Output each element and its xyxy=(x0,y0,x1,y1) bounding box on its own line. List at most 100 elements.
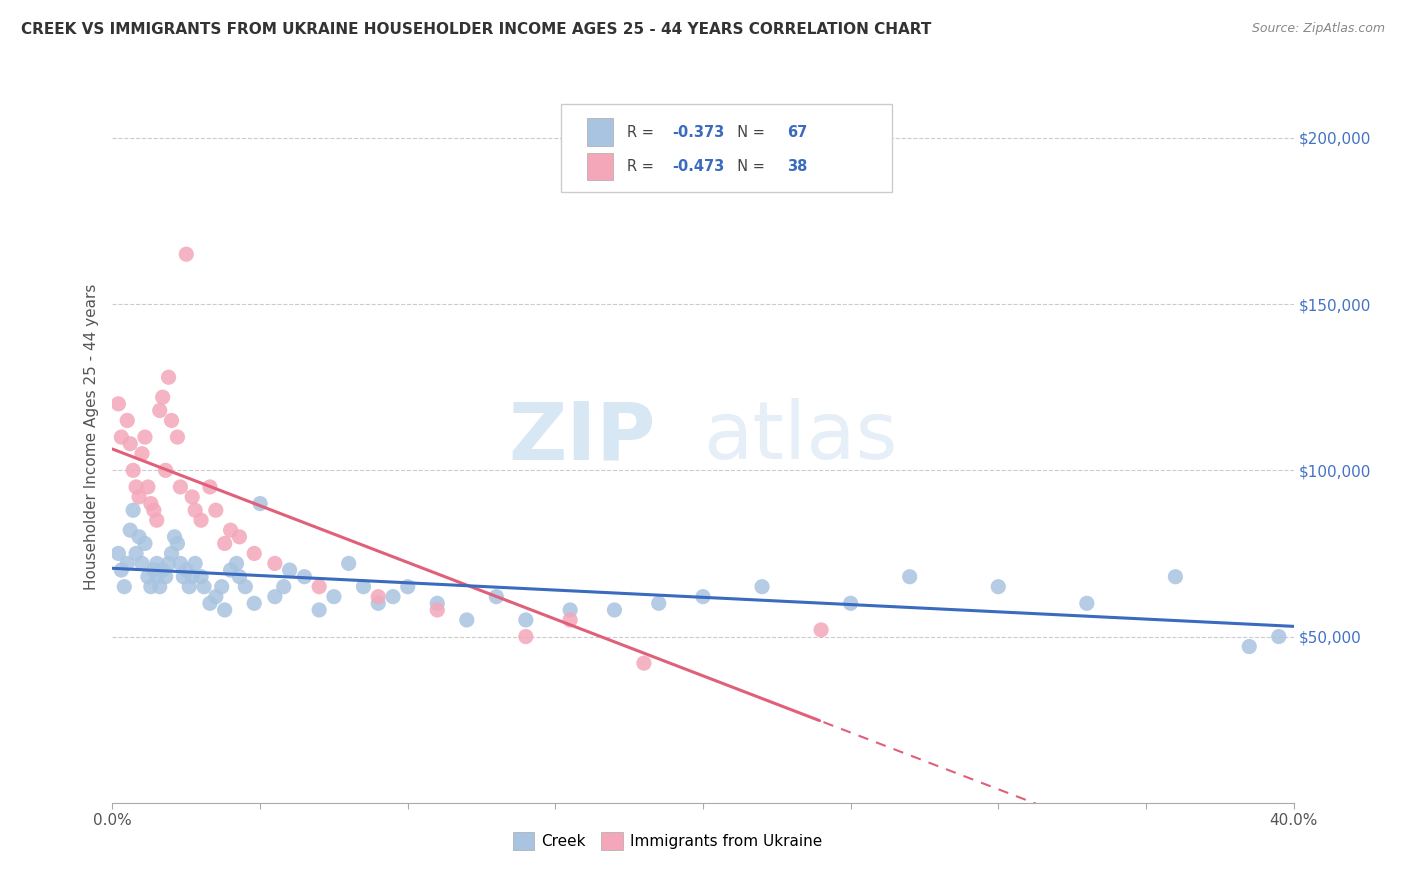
Point xyxy=(190,570,212,584)
Point xyxy=(184,557,207,571)
Point xyxy=(125,480,148,494)
Point xyxy=(426,603,449,617)
Text: Source: ZipAtlas.com: Source: ZipAtlas.com xyxy=(1251,22,1385,36)
Point xyxy=(120,523,142,537)
Point xyxy=(198,480,221,494)
Point xyxy=(249,497,271,511)
Point xyxy=(485,590,508,604)
Point xyxy=(169,557,191,571)
Point xyxy=(134,536,156,550)
Point xyxy=(163,530,186,544)
Point xyxy=(751,580,773,594)
Text: CREEK VS IMMIGRANTS FROM UKRAINE HOUSEHOLDER INCOME AGES 25 - 44 YEARS CORRELATI: CREEK VS IMMIGRANTS FROM UKRAINE HOUSEHO… xyxy=(21,22,931,37)
Point xyxy=(839,596,862,610)
Point xyxy=(166,536,188,550)
Point xyxy=(179,580,201,594)
Point xyxy=(149,580,172,594)
Point xyxy=(558,603,582,617)
Point xyxy=(128,490,150,504)
Point xyxy=(128,530,150,544)
Point xyxy=(157,557,180,571)
Point xyxy=(987,580,1010,594)
Point xyxy=(174,563,197,577)
Point xyxy=(172,570,194,584)
Point xyxy=(1164,570,1187,584)
Point xyxy=(149,403,172,417)
Text: R =: R = xyxy=(627,125,659,139)
Point xyxy=(603,603,626,617)
Point xyxy=(131,447,153,461)
Point xyxy=(112,580,135,594)
Point xyxy=(160,546,183,560)
Point xyxy=(264,590,287,604)
Point xyxy=(426,596,449,610)
Point xyxy=(1239,640,1261,654)
Point xyxy=(110,563,132,577)
Point xyxy=(107,546,129,560)
Point xyxy=(160,413,183,427)
Point xyxy=(243,546,266,560)
Point xyxy=(810,623,832,637)
Point xyxy=(367,590,389,604)
Point xyxy=(139,580,162,594)
Point xyxy=(396,580,419,594)
Point xyxy=(211,580,233,594)
Text: N =: N = xyxy=(728,159,769,174)
Point xyxy=(214,536,236,550)
Point xyxy=(198,596,221,610)
Point xyxy=(193,580,215,594)
Point xyxy=(155,463,177,477)
Point xyxy=(181,570,204,584)
Point xyxy=(155,570,177,584)
Legend: Creek, Immigrants from Ukraine: Creek, Immigrants from Ukraine xyxy=(505,824,831,857)
Point xyxy=(323,590,346,604)
Point xyxy=(273,580,295,594)
Point xyxy=(136,480,159,494)
Point xyxy=(308,580,330,594)
Text: R =: R = xyxy=(627,159,659,174)
Text: -0.473: -0.473 xyxy=(672,159,724,174)
Y-axis label: Householder Income Ages 25 - 44 years: Householder Income Ages 25 - 44 years xyxy=(84,284,100,591)
Point xyxy=(558,613,582,627)
Point xyxy=(110,430,132,444)
Point xyxy=(184,503,207,517)
Point xyxy=(278,563,301,577)
Point xyxy=(169,480,191,494)
Point xyxy=(122,463,145,477)
Point xyxy=(120,436,142,450)
Point xyxy=(152,390,174,404)
Point xyxy=(157,370,180,384)
Point xyxy=(125,546,148,560)
Text: 67: 67 xyxy=(787,125,807,139)
Point xyxy=(205,503,228,517)
Point xyxy=(219,563,242,577)
Point xyxy=(1268,630,1291,644)
Text: 38: 38 xyxy=(787,159,807,174)
Point xyxy=(117,557,138,571)
Point xyxy=(117,413,138,427)
Point xyxy=(174,247,197,261)
Point xyxy=(243,596,266,610)
Point xyxy=(228,570,250,584)
Point xyxy=(337,557,360,571)
Point xyxy=(136,570,159,584)
FancyBboxPatch shape xyxy=(588,153,613,180)
Point xyxy=(134,430,156,444)
Point xyxy=(225,557,247,571)
Point xyxy=(219,523,242,537)
Point xyxy=(107,397,129,411)
Text: -0.373: -0.373 xyxy=(672,125,724,139)
Point xyxy=(181,490,204,504)
Point xyxy=(146,570,169,584)
Point xyxy=(515,630,537,644)
Point xyxy=(214,603,236,617)
Point xyxy=(166,430,188,444)
Point xyxy=(146,513,169,527)
Point xyxy=(515,613,537,627)
Point xyxy=(1076,596,1098,610)
Point xyxy=(292,570,315,584)
Point xyxy=(367,596,389,610)
Text: N =: N = xyxy=(728,125,769,139)
Point xyxy=(228,530,250,544)
Point xyxy=(456,613,478,627)
